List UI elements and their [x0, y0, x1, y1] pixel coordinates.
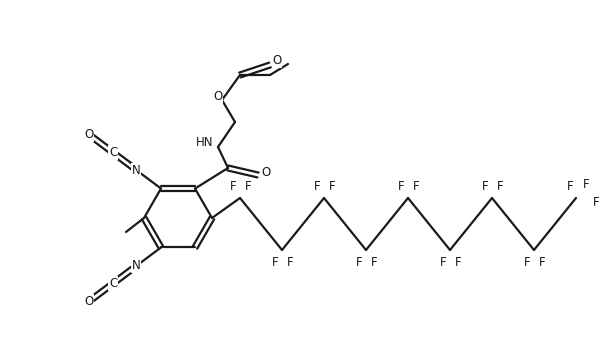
Text: F: F — [497, 179, 504, 193]
Text: F: F — [271, 257, 278, 269]
Text: C: C — [109, 146, 117, 159]
Text: F: F — [356, 257, 362, 269]
Text: F: F — [287, 257, 293, 269]
Text: O: O — [213, 91, 222, 103]
Text: F: F — [593, 196, 599, 210]
Text: O: O — [84, 295, 93, 308]
Text: F: F — [371, 257, 378, 269]
Text: F: F — [567, 179, 573, 193]
Text: O: O — [84, 128, 93, 141]
Text: F: F — [245, 179, 251, 193]
Text: F: F — [482, 179, 488, 193]
Text: F: F — [413, 179, 419, 193]
Text: F: F — [524, 257, 530, 269]
Text: C: C — [109, 277, 117, 290]
Text: N: N — [132, 259, 141, 272]
Text: O: O — [272, 55, 282, 68]
Text: F: F — [440, 257, 446, 269]
Text: N: N — [132, 164, 141, 177]
Text: F: F — [398, 179, 404, 193]
Text: F: F — [230, 179, 236, 193]
Text: HN: HN — [196, 137, 213, 149]
Text: F: F — [539, 257, 545, 269]
Text: F: F — [314, 179, 321, 193]
Text: F: F — [328, 179, 335, 193]
Text: F: F — [454, 257, 461, 269]
Text: O: O — [261, 166, 271, 179]
Text: F: F — [583, 178, 589, 192]
